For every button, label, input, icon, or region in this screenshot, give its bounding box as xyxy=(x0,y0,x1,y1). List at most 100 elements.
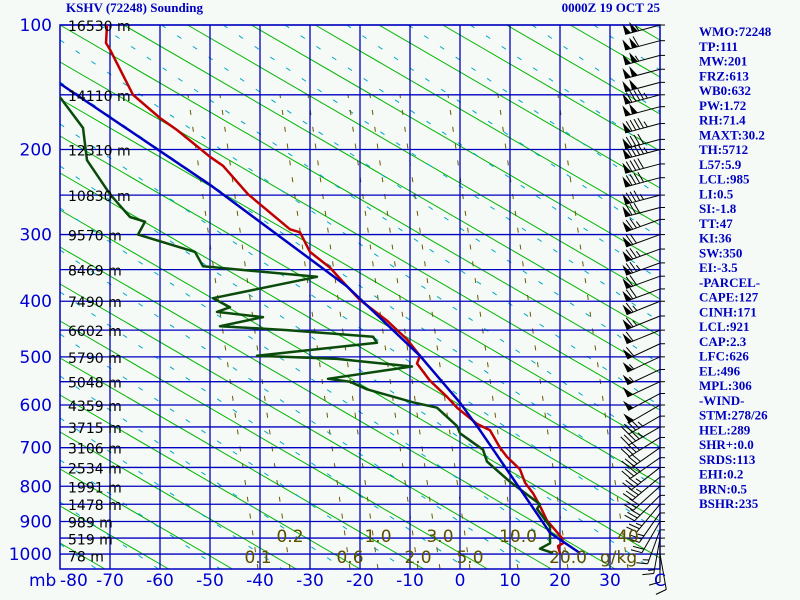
temp-tick-label: 0 xyxy=(455,571,466,591)
index-value: -PARCEL- xyxy=(699,275,760,290)
dewpoint-line xyxy=(58,96,554,555)
dry-adiabat-line xyxy=(59,431,297,570)
height-label: 14110 m xyxy=(68,89,131,105)
index-value: LI:0.5 xyxy=(699,186,734,201)
index-value: EI:-3.5 xyxy=(699,260,738,275)
wind-barb xyxy=(620,426,661,446)
height-label: 78 m xyxy=(68,550,104,566)
temp-tick-label: -60 xyxy=(146,571,174,591)
pressure-tick-label: 500 xyxy=(20,348,52,368)
index-value: BRN:0.5 xyxy=(699,481,748,496)
moist-adiabat-line xyxy=(222,24,661,323)
index-value: BSHR:235 xyxy=(699,496,759,511)
mixing-ratio-line xyxy=(307,94,379,570)
moist-adiabat-line xyxy=(59,375,345,570)
height-label: 5790 m xyxy=(68,351,122,367)
pressure-tick-label: 600 xyxy=(20,396,52,416)
index-value: TH:5712 xyxy=(699,142,748,157)
dry-adiabat-line xyxy=(633,24,661,41)
height-label: 9570 m xyxy=(68,229,122,245)
height-label: 1478 m xyxy=(68,498,122,514)
moist-adiabat-line xyxy=(59,417,283,570)
dry-adiabat-line xyxy=(187,24,661,300)
index-value: SHR+:0.0 xyxy=(699,437,754,452)
pressure-tick-label: 400 xyxy=(20,292,52,312)
wind-barb xyxy=(622,369,661,386)
temp-tick-label: 30 xyxy=(599,571,621,591)
mixing-ratio-line xyxy=(347,94,419,570)
index-value: SI:-1.8 xyxy=(699,201,737,216)
chart-title: KSHV (72248) Sounding xyxy=(66,0,204,15)
index-value: MPL:306 xyxy=(699,378,752,393)
wind-barb xyxy=(622,117,661,134)
wind-barb xyxy=(622,315,661,330)
temp-tick-label: 20 xyxy=(549,571,571,591)
indices-panel: WMO:72248TP:111MW:201FRZ:613WB0:632PW:1.… xyxy=(699,24,772,511)
index-value: LCL:921 xyxy=(699,319,750,334)
index-value: PW:1.72 xyxy=(699,98,746,113)
wind-barb xyxy=(630,521,661,554)
index-value: WB0:632 xyxy=(699,83,751,98)
index-value: TP:111 xyxy=(699,39,738,54)
height-label: 519 m xyxy=(68,533,113,549)
pressure-tick-label: 100 xyxy=(20,16,52,36)
height-label: 12310 m xyxy=(68,143,131,159)
height-label: 7490 m xyxy=(68,295,122,311)
index-value: RH:71.4 xyxy=(699,113,746,128)
mixing-ratio-line xyxy=(369,94,441,570)
wind-barb xyxy=(648,546,661,586)
temp-tick-label: -20 xyxy=(346,571,374,591)
dry-adiabat-line xyxy=(442,24,661,152)
mixing-ratio-line xyxy=(399,94,471,570)
wind-barb xyxy=(622,248,661,262)
mixing-ratio-label: 0.2 xyxy=(276,527,303,547)
index-value: MW:201 xyxy=(699,54,747,69)
mixing-ratio-label: 10.0 xyxy=(499,527,537,547)
moist-adiabat-line xyxy=(59,165,653,570)
pressure-tick-label: 1000 xyxy=(9,545,52,565)
moist-adiabat-line xyxy=(531,24,661,113)
series-layer xyxy=(58,24,581,555)
wind-barb xyxy=(622,89,661,105)
index-value: CINH:171 xyxy=(699,304,757,319)
pressure-tick-label: 800 xyxy=(20,477,52,497)
index-value: TT:47 xyxy=(699,216,733,231)
pressure-tick-label: 900 xyxy=(20,513,52,533)
moist-adiabat-line xyxy=(408,24,661,197)
mixing-ratio-line xyxy=(557,94,629,570)
wind-barb xyxy=(622,190,661,205)
height-label: 6602 m xyxy=(68,324,122,340)
wind-barb xyxy=(622,158,661,174)
index-value: EHI:0.2 xyxy=(699,467,743,482)
wind-barb xyxy=(621,457,661,479)
height-label: 2534 m xyxy=(68,461,122,477)
index-value: STM:278/26 xyxy=(699,408,768,423)
index-value: EL:496 xyxy=(699,363,741,378)
dry-adiabat-line xyxy=(59,542,106,570)
wind-barb xyxy=(642,537,661,576)
mixing-ratio-label: 1.0 xyxy=(364,527,391,547)
moist-adiabat-line xyxy=(59,501,159,570)
parcel-line xyxy=(59,82,581,555)
height-label: 4359 m xyxy=(68,399,122,415)
mixing-ratio-label: 0.6 xyxy=(336,548,363,568)
moist-adiabat-line xyxy=(59,207,592,570)
index-value: KI:36 xyxy=(699,231,732,246)
wind-barb xyxy=(622,103,661,117)
temp-tick-label: -50 xyxy=(196,571,224,591)
index-value: -WIND- xyxy=(699,393,745,408)
mixing-ratio-unit: g/kg xyxy=(600,548,637,568)
temp-tick-label: -30 xyxy=(296,571,324,591)
plot-frame xyxy=(59,24,661,570)
wind-barb xyxy=(622,218,661,233)
wind-barb xyxy=(655,553,667,595)
moist-adiabat-line xyxy=(284,24,661,281)
wind-barb xyxy=(623,393,661,411)
index-value: LCL:985 xyxy=(699,172,750,187)
dry-adiabat-line xyxy=(59,320,488,570)
dry-adiabat-line xyxy=(570,24,661,78)
wind-barbs xyxy=(620,21,667,595)
index-value: WMO:72248 xyxy=(699,24,772,39)
